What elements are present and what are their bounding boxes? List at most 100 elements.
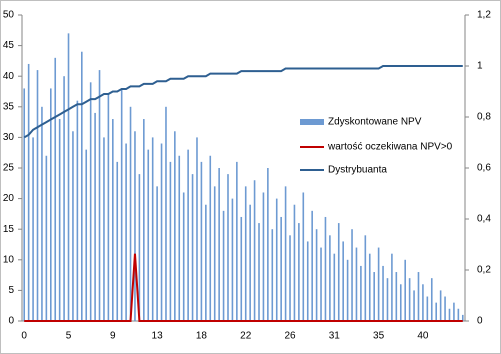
bar — [262, 192, 265, 321]
bar — [49, 88, 52, 321]
bar — [156, 186, 158, 321]
bar — [342, 241, 344, 321]
x-tick-label: 0 — [21, 331, 27, 342]
bar — [426, 296, 429, 321]
bar — [125, 143, 127, 321]
bar — [258, 223, 260, 321]
line — [24, 253, 463, 322]
bar — [134, 131, 136, 321]
bar — [289, 235, 291, 321]
bar — [76, 100, 79, 322]
bar — [120, 88, 123, 321]
bar — [249, 204, 251, 321]
bar — [417, 272, 420, 321]
x-tick-label: 35 — [373, 331, 385, 342]
bar — [430, 278, 433, 321]
x-tick-label: 5 — [66, 331, 72, 342]
bar — [32, 137, 34, 321]
bar — [275, 198, 278, 321]
bar — [209, 155, 212, 321]
y-tick-label: 10 — [3, 254, 15, 265]
x-tick-label: 9 — [110, 331, 116, 342]
bar — [200, 161, 203, 321]
bar — [218, 168, 220, 321]
bar — [191, 174, 194, 321]
y2-tick-label: 1 — [477, 61, 483, 72]
y-tick-label: 20 — [3, 193, 15, 204]
bar — [267, 168, 269, 321]
bar — [23, 88, 26, 321]
bar — [253, 180, 256, 321]
y-tick-label: 25 — [3, 163, 15, 174]
bar — [337, 223, 340, 321]
bar — [138, 174, 141, 321]
bar — [85, 149, 88, 321]
bar — [36, 70, 39, 321]
y-tick-label: 40 — [3, 71, 15, 82]
bar — [360, 265, 362, 321]
x-tick-label: 31 — [329, 331, 341, 342]
bar — [444, 296, 446, 321]
bar — [196, 137, 198, 321]
bar — [271, 229, 274, 321]
bar — [151, 137, 154, 321]
bar — [72, 131, 74, 321]
bar — [408, 278, 411, 321]
y-tick-label: 5 — [8, 285, 14, 296]
bar — [439, 290, 442, 321]
bar — [324, 216, 327, 321]
bar — [165, 106, 167, 321]
bar — [368, 253, 371, 321]
y2-tick-label: 0,8 — [477, 112, 491, 123]
bar — [453, 302, 455, 321]
x-tick-label: 26 — [284, 331, 296, 342]
bar — [240, 216, 243, 321]
y2-tick-label: 0,6 — [477, 163, 491, 174]
x-tick-label: 18 — [196, 331, 208, 342]
bar — [205, 204, 207, 321]
y-tick-label: 0 — [8, 316, 14, 327]
bar — [346, 259, 349, 321]
bar — [320, 247, 322, 321]
bar — [116, 161, 119, 321]
bar — [404, 259, 406, 321]
x-tick-label: 13 — [152, 331, 164, 342]
bar — [244, 186, 247, 321]
bar — [435, 302, 438, 321]
bar — [182, 192, 185, 321]
x-tick-label: 22 — [240, 331, 252, 342]
legend-label: Zdyskontowane NPV — [328, 117, 422, 128]
bar — [284, 186, 287, 321]
bar — [364, 235, 367, 321]
bar — [27, 63, 30, 322]
bar — [315, 229, 318, 321]
bar — [373, 272, 375, 321]
bar — [351, 229, 353, 321]
bar — [178, 155, 181, 321]
bar — [302, 192, 305, 321]
bar — [227, 174, 229, 321]
bar — [143, 119, 145, 321]
bar — [63, 76, 65, 321]
bar — [329, 235, 331, 321]
bar — [298, 223, 300, 321]
bar — [311, 210, 313, 321]
y2-tick-label: 1,2 — [477, 10, 491, 21]
bar — [129, 106, 132, 321]
bar — [112, 119, 114, 321]
bar — [174, 131, 176, 321]
y2-tick-label: 0 — [477, 316, 483, 327]
legend-label: wartość oczekiwana NPV>0 — [327, 142, 453, 153]
bar — [306, 241, 309, 321]
bar — [222, 210, 225, 321]
bar — [98, 70, 101, 321]
bar — [386, 278, 389, 321]
bar — [41, 106, 43, 321]
bar — [187, 149, 189, 321]
bar — [231, 198, 234, 321]
bar — [45, 155, 48, 321]
bar — [391, 253, 393, 321]
legend-label: Dystrybuanta — [328, 165, 387, 176]
bar — [457, 308, 460, 321]
bar — [461, 314, 464, 321]
